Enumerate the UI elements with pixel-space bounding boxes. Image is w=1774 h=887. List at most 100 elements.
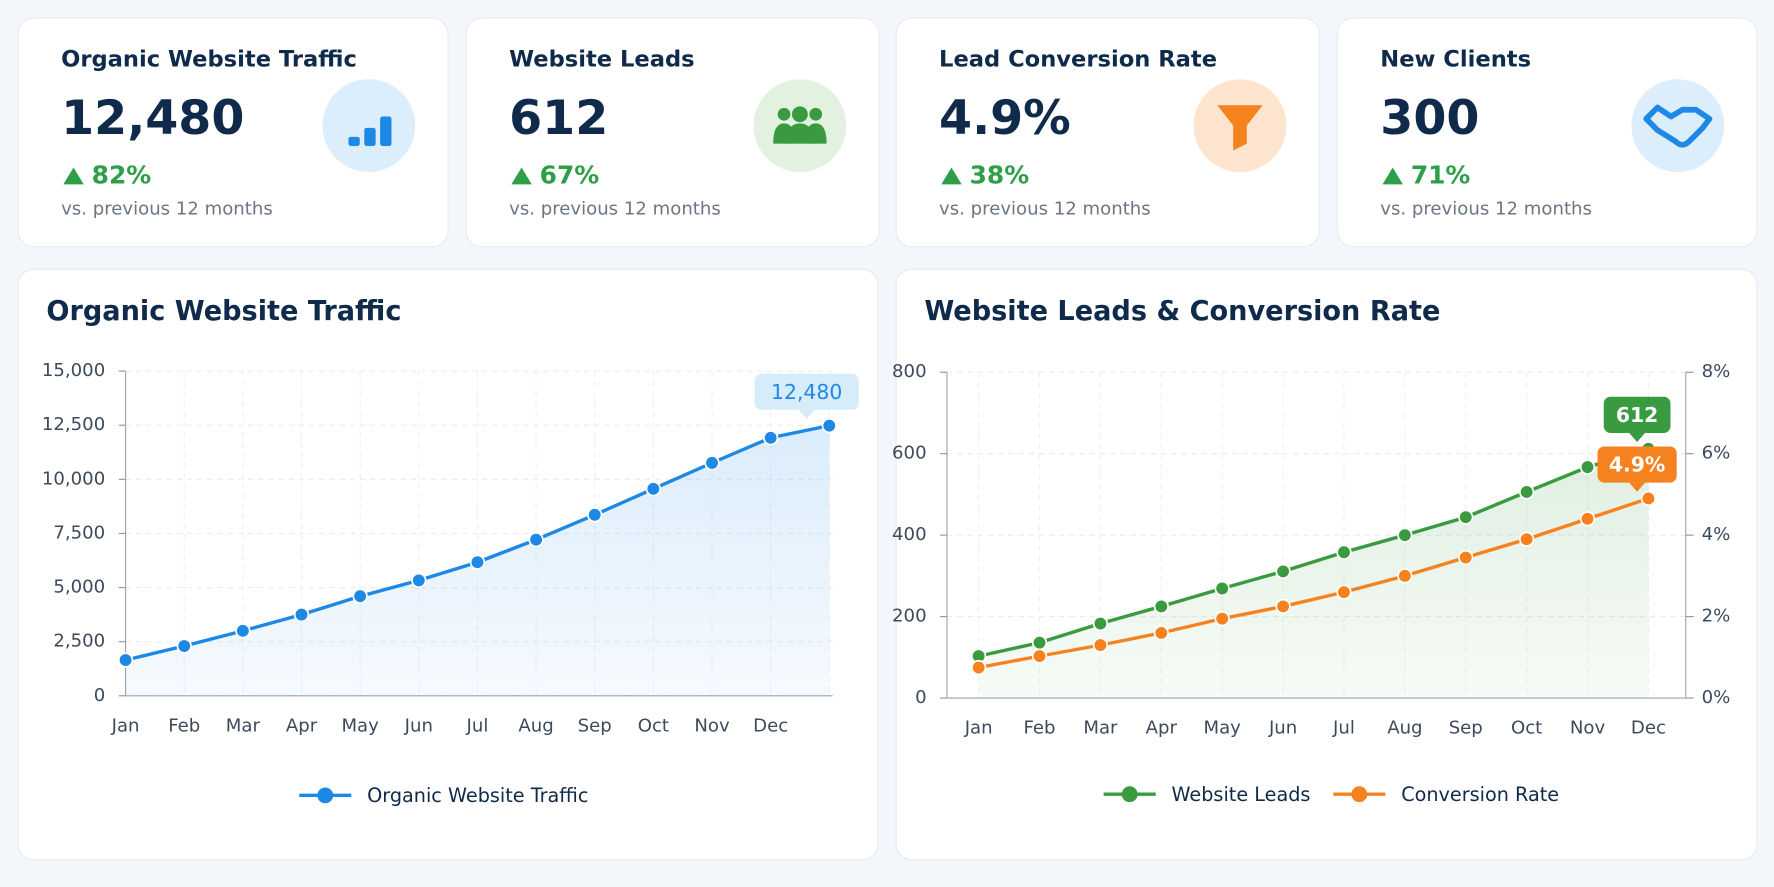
kpi-card (465, 17, 880, 248)
y2-tick-label: 8% (1702, 361, 1731, 382)
point (1153, 598, 1169, 615)
x-tick-label: Jul (466, 715, 489, 736)
callout-label: 612 (1616, 403, 1659, 427)
kpi-icon-bg (1631, 79, 1725, 172)
icon-head (809, 107, 823, 121)
kpi-value: 4.9% (939, 91, 1071, 146)
x-tick-label: Mar (226, 715, 261, 736)
x-tick-label: May (1203, 718, 1241, 739)
x-tick-label: Apr (1146, 718, 1178, 739)
point (528, 532, 544, 548)
point (1031, 635, 1048, 651)
point (1092, 615, 1109, 632)
point (587, 507, 603, 523)
kpi-title: New Clients (1380, 46, 1531, 72)
x-tick-label: Nov (694, 715, 730, 736)
y-tick-label: 7,500 (53, 522, 105, 543)
y-tick-label: 2,500 (53, 631, 105, 652)
kpi-note: vs. previous 12 months (939, 198, 1151, 219)
x-tick-label: Nov (1570, 718, 1606, 739)
y-tick-label: 0 (915, 687, 927, 708)
point (645, 481, 662, 497)
x-tick-label: Dec (1631, 718, 1666, 739)
y2-tick-label: 0% (1702, 687, 1731, 708)
y-tick-label: 12,500 (42, 414, 105, 435)
kpi-change: 38% (970, 160, 1030, 189)
kpi-icon-bg (322, 79, 416, 172)
callout-box (1597, 446, 1677, 483)
icon-bar (364, 127, 376, 146)
chart-card (17, 268, 879, 861)
point (1031, 648, 1048, 664)
x-tick-label: Feb (168, 715, 200, 736)
up-arrow (1382, 167, 1403, 185)
y2-tick-label: 4% (1702, 524, 1731, 545)
x-tick-label: Jul (1332, 718, 1355, 739)
point (352, 588, 368, 604)
up-arrow (941, 167, 962, 185)
y-tick-label: 200 (892, 606, 927, 627)
point (1579, 459, 1596, 475)
kpi-change: 71% (1411, 160, 1471, 189)
point (1519, 531, 1535, 547)
up-arrow (63, 167, 84, 185)
kpi-change: 67% (540, 160, 600, 189)
point (1458, 549, 1474, 566)
x-tick-label: Feb (1024, 718, 1056, 739)
kpi-note: vs. previous 12 months (61, 198, 273, 219)
kpi-icon (773, 106, 827, 144)
kpi-title: Website Leads (509, 46, 695, 72)
kpi-icon (1643, 104, 1713, 148)
point (1519, 484, 1535, 500)
legend-marker (1121, 786, 1138, 803)
x-tick-label: Jan (964, 718, 993, 739)
y-tick-label: 600 (892, 443, 927, 464)
point (1275, 598, 1291, 615)
kpi-note: vs. previous 12 months (1380, 198, 1592, 219)
chart-title: Organic Website Traffic (46, 296, 401, 327)
legend-label: Organic Website Traffic (367, 784, 588, 807)
x-tick-label: Oct (638, 715, 669, 736)
x-tick-label: Sep (578, 715, 612, 736)
point (293, 606, 310, 623)
x-tick-label: May (341, 715, 379, 736)
icon-bar (380, 116, 392, 146)
x-tick-label: Jun (404, 715, 433, 736)
kpi-card (1336, 17, 1758, 248)
point (763, 430, 779, 446)
point (469, 554, 486, 570)
callout-arrow (798, 409, 815, 419)
point (1458, 509, 1474, 525)
point (1214, 580, 1230, 597)
y-tick-label: 400 (892, 524, 927, 545)
y-tick-label: 800 (892, 361, 927, 382)
x-tick-label: Jun (1268, 718, 1297, 739)
kpi-icon (348, 116, 392, 146)
kpi-card (17, 17, 449, 248)
x-tick-label: Apr (286, 715, 318, 736)
y-tick-label: 10,000 (42, 468, 105, 489)
point (1397, 527, 1413, 543)
point (1214, 611, 1230, 627)
y-tick-label: 0 (94, 685, 106, 706)
kpi-value: 12,480 (61, 91, 244, 146)
callout-arrow (1629, 432, 1646, 443)
y2-tick-label: 6% (1702, 443, 1731, 464)
icon-head (777, 107, 791, 121)
up-arrow (511, 167, 532, 185)
line (978, 496, 1649, 670)
icon-bar (348, 136, 360, 146)
point (1640, 490, 1657, 507)
x-tick-label: Oct (1511, 718, 1542, 739)
x-tick-label: Jan (111, 715, 140, 736)
callout-label: 4.9% (1609, 453, 1665, 477)
point (821, 418, 837, 434)
y-tick-label: 5,000 (53, 577, 105, 598)
x-tick-label: Aug (518, 715, 553, 736)
legend-label: Conversion Rate (1401, 783, 1559, 806)
callout-box (754, 373, 859, 410)
kpi-value: 612 (509, 91, 608, 146)
kpi-value: 300 (1380, 91, 1479, 146)
